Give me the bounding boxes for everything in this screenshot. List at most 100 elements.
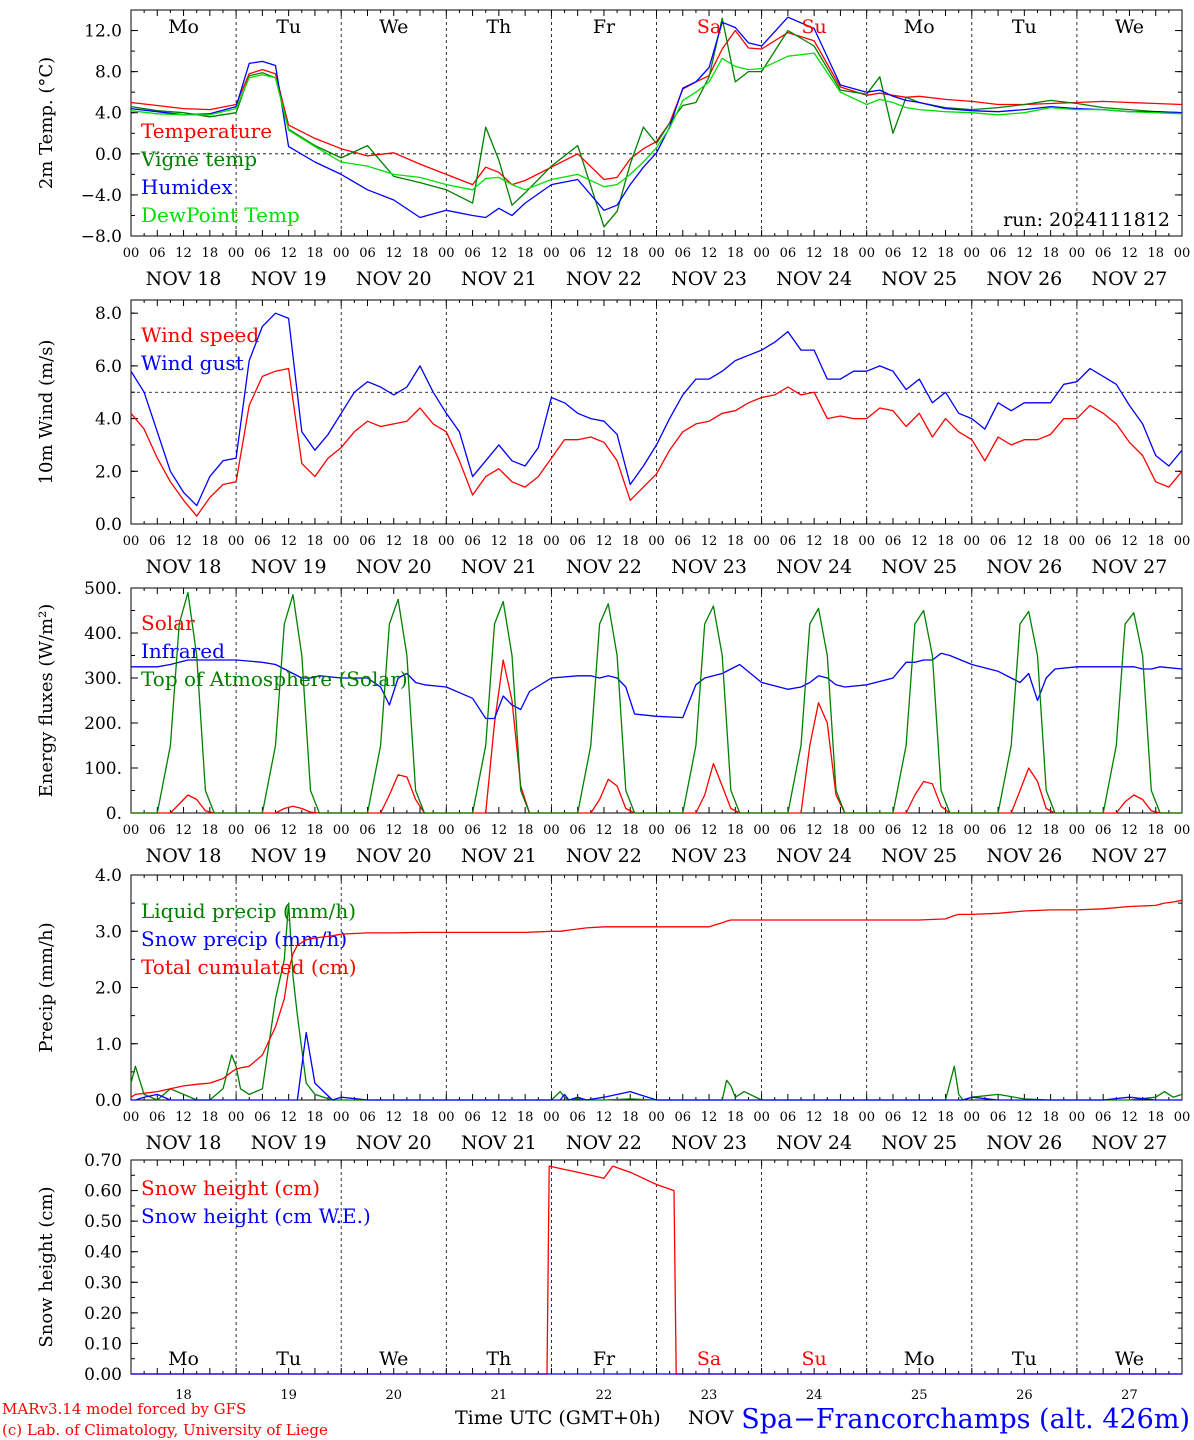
series-line: [130, 16, 1183, 219]
date-label: NOV 18: [146, 268, 222, 290]
hour-tick-label: 12: [701, 534, 718, 549]
hour-tick-label: 12: [491, 823, 508, 838]
date-label: NOV 22: [566, 1132, 642, 1154]
y-tick-label: 0.: [106, 804, 122, 824]
day-name: Sa: [697, 16, 721, 38]
hour-tick-label: 00: [1174, 246, 1191, 261]
day-number-label: 24: [806, 1388, 823, 1403]
hour-tick-label: 00: [123, 246, 140, 261]
y-tick-label: 0.70: [84, 1151, 122, 1171]
y-axis-label: Snow height (cm): [36, 1186, 57, 1347]
series-line: [131, 1031, 1182, 1101]
hour-tick-label: 18: [1147, 246, 1164, 261]
hour-tick-label: 18: [412, 1110, 429, 1125]
hour-tick-label: 06: [359, 246, 376, 261]
series-line: [130, 899, 1183, 1098]
hour-tick-label: 00: [123, 823, 140, 838]
day-name: We: [1115, 1348, 1144, 1370]
panel-4: 0.0 1.0 2.0 3.0 4.0 Precip (mm/h) Liquid preci…: [36, 866, 1190, 1154]
y-tick-label: 6.0: [95, 357, 122, 377]
hour-tick-label: 06: [1095, 246, 1112, 261]
y-axis-label: 2m Temp. (°C): [36, 57, 57, 189]
hour-tick-label: 12: [911, 246, 928, 261]
hour-tick-label: 18: [832, 823, 849, 838]
date-label: NOV 27: [1092, 1132, 1168, 1154]
hour-tick-label: 06: [359, 534, 376, 549]
legend-entry: Wind gust: [141, 351, 244, 375]
hour-tick-label: 18: [517, 246, 534, 261]
hour-tick-label: 06: [149, 823, 166, 838]
series-line: [130, 29, 1183, 186]
hour-tick-label: 00: [753, 246, 770, 261]
hour-tick-label: 18: [727, 823, 744, 838]
y-axis-label: Energy fluxes (W/m²): [36, 604, 57, 798]
y-tick-label: 300.: [84, 669, 122, 689]
hour-tick-label: 18: [727, 246, 744, 261]
hour-tick-label: 00: [1069, 1110, 1086, 1125]
hour-tick-label: 00: [1174, 823, 1191, 838]
hour-tick-label: 18: [1042, 246, 1059, 261]
hour-tick-label: 18: [622, 1110, 639, 1125]
legend-entry: Liquid precip (mm/h): [141, 899, 356, 923]
day-name: Su: [802, 1348, 827, 1370]
hour-tick-label: 00: [1174, 534, 1191, 549]
day-name: Tu: [1012, 1348, 1037, 1370]
hour-tick-label: 18: [1042, 1110, 1059, 1125]
y-tick-label: 8.0: [95, 63, 122, 83]
y-tick-label: 2.0: [95, 462, 122, 482]
series-temperature: [130, 29, 1183, 186]
hour-tick-label: 06: [990, 534, 1007, 549]
hour-tick-label: 00: [753, 823, 770, 838]
hour-tick-label: 00: [228, 1110, 245, 1125]
date-label: NOV 21: [461, 845, 537, 867]
hour-tick-label: 12: [175, 534, 192, 549]
hour-tick-label: 06: [885, 823, 902, 838]
hour-tick-label: 18: [307, 534, 324, 549]
day-name: Mo: [904, 16, 935, 38]
day-number-label: 20: [385, 1388, 402, 1403]
hour-tick-label: 00: [123, 534, 140, 549]
date-label: NOV 24: [776, 556, 852, 578]
hour-tick-label: 06: [1095, 823, 1112, 838]
series-dewpoint-temp: [130, 52, 1183, 191]
hour-tick-label: 00: [543, 246, 560, 261]
hour-tick-label: 12: [385, 534, 402, 549]
hour-tick-label: 00: [1069, 246, 1086, 261]
y-tick-label: 0.0: [95, 145, 122, 165]
panel-5: 0.00 0.10 0.20 0.30 0.40 0.50 0.60 0.70 Snow hei…: [36, 1151, 1183, 1403]
y-axis-label: Precip (mm/h): [36, 922, 57, 1052]
hour-tick-label: 12: [491, 246, 508, 261]
series-line: [130, 312, 1183, 507]
date-label: NOV 25: [881, 1132, 957, 1154]
hour-tick-label: 18: [1042, 823, 1059, 838]
hour-tick-label: 00: [1069, 534, 1086, 549]
y-tick-label: 1.0: [95, 1035, 122, 1055]
hour-tick-label: 18: [202, 823, 219, 838]
y-tick-label: 400.: [84, 624, 122, 644]
date-label: NOV 25: [881, 268, 957, 290]
legend-entry: Infrared: [141, 639, 225, 663]
hour-tick-label: 00: [543, 1110, 560, 1125]
hour-tick-label: 12: [701, 1110, 718, 1125]
date-label: NOV 22: [566, 845, 642, 867]
hour-tick-label: 18: [307, 246, 324, 261]
day-name: Th: [486, 1348, 511, 1370]
series-wind-speed: [130, 367, 1183, 517]
series-line: [131, 652, 1183, 720]
hour-tick-label: 06: [569, 246, 586, 261]
day-number-label: 23: [701, 1388, 718, 1403]
date-label: NOV 23: [671, 1132, 747, 1154]
hour-tick-label: 00: [438, 823, 455, 838]
hour-tick-label: 00: [333, 1110, 350, 1125]
hour-tick-label: 00: [648, 246, 665, 261]
hour-tick-label: 00: [858, 534, 875, 549]
hour-tick-label: 18: [307, 823, 324, 838]
hour-tick-label: 18: [412, 823, 429, 838]
hour-tick-label: 12: [806, 1110, 823, 1125]
hour-tick-label: 00: [438, 246, 455, 261]
hour-tick-label: 00: [228, 534, 245, 549]
hour-tick-label: 06: [254, 534, 271, 549]
hour-tick-label: 12: [175, 246, 192, 261]
day-name: We: [379, 1348, 408, 1370]
